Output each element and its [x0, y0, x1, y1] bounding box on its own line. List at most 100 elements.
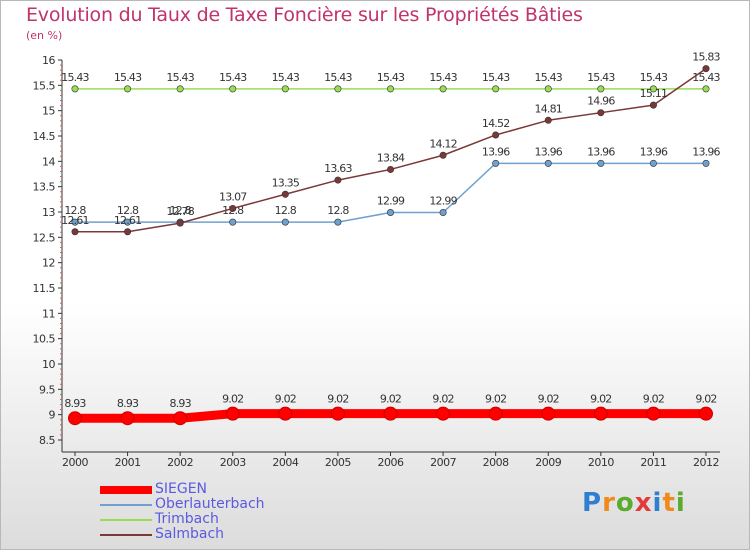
data-point	[386, 165, 394, 173]
data-label: 12.8	[64, 204, 86, 217]
data-label: 14.12	[429, 137, 457, 150]
data-label: 12.8	[327, 204, 349, 217]
legend: SIEGEN Oberlauterbach Trimbach Salmbach	[100, 481, 340, 542]
legend-item: Trimbach	[100, 511, 340, 527]
data-label: 13.96	[535, 145, 563, 158]
data-point	[229, 218, 237, 226]
y-tick-label: 14.5	[33, 130, 56, 143]
data-point	[281, 218, 289, 226]
legend-label: SIEGEN	[155, 481, 208, 497]
logo-letter: P	[582, 488, 603, 518]
data-label: 9.02	[538, 393, 559, 406]
proxiti-logo: Proxiti	[582, 488, 686, 518]
data-point	[544, 116, 552, 124]
y-tick-label: 14	[42, 155, 55, 168]
data-label: 8.93	[170, 397, 192, 410]
data-point	[649, 159, 657, 167]
data-point	[597, 109, 605, 117]
y-tick-label: 10.5	[33, 333, 56, 346]
data-point	[383, 406, 398, 421]
x-tick-label: 2005	[325, 456, 351, 469]
y-tick-label: 15	[42, 105, 55, 118]
data-point	[439, 85, 447, 93]
x-tick-label: 2006	[378, 456, 404, 469]
data-label: 15.43	[114, 71, 142, 84]
legend-swatch	[100, 519, 152, 521]
x-tick-label: 2003	[220, 456, 246, 469]
data-point	[597, 159, 605, 167]
data-label: 9.02	[485, 393, 506, 406]
series-siegen: 8.93 8.93 8.93 9.02 9.02 9.02 9.02 9.02 9.02 9.02…	[64, 393, 717, 426]
data-label: 13.63	[324, 162, 352, 175]
data-point	[544, 85, 552, 93]
y-tick-label: 9.5	[39, 383, 55, 396]
data-label: 9.02	[643, 393, 664, 406]
data-label: 15.43	[482, 71, 510, 84]
data-point	[439, 151, 447, 159]
y-tick-label: 11	[42, 307, 55, 320]
y-tick-label: 13.5	[33, 181, 56, 194]
data-point	[334, 85, 342, 93]
data-point	[386, 85, 394, 93]
data-point	[330, 406, 345, 421]
data-label: 12.8	[275, 204, 297, 217]
data-label: 12.8	[170, 204, 192, 217]
x-tick-label: 2001	[115, 456, 141, 469]
data-label: 15.83	[692, 51, 720, 64]
x-tick-label: 2004	[272, 456, 298, 469]
logo-letter: i	[652, 488, 663, 518]
data-point	[541, 406, 556, 421]
y-tick-label: 9	[49, 409, 56, 422]
legend-swatch	[100, 534, 152, 536]
data-label: 12.61	[61, 214, 89, 227]
data-point	[68, 411, 82, 426]
legend-item: SIEGEN	[100, 481, 340, 497]
data-label: 15.43	[219, 71, 247, 84]
data-point	[173, 411, 188, 426]
data-point	[593, 406, 608, 421]
data-point	[281, 190, 289, 198]
data-point	[649, 85, 657, 93]
data-label: 9.02	[695, 393, 716, 406]
data-point	[702, 65, 710, 73]
y-tick-label: 11.5	[33, 282, 56, 295]
data-point	[225, 406, 240, 421]
data-point	[492, 131, 500, 139]
data-point	[120, 411, 135, 426]
x-tick-label: 2012	[693, 456, 719, 469]
data-point	[436, 406, 451, 421]
data-point	[71, 228, 79, 236]
data-point	[71, 218, 79, 226]
data-label: 13.96	[587, 145, 615, 158]
data-label: 13.35	[272, 176, 300, 189]
data-label: 15.43	[535, 71, 563, 84]
y-tick-label: 13	[42, 206, 55, 219]
legend-swatch	[100, 504, 152, 506]
data-label: 15.43	[692, 71, 720, 84]
data-label: 13.84	[377, 151, 405, 164]
y-tick-label: 10	[42, 358, 55, 371]
data-label: 15.43	[587, 71, 615, 84]
data-label: 12.8	[117, 204, 139, 217]
data-point	[699, 406, 713, 421]
data-point	[229, 85, 237, 93]
data-label: 9.02	[275, 393, 296, 406]
data-point	[334, 176, 342, 184]
data-point	[702, 85, 710, 93]
y-tick-label: 12.5	[33, 231, 56, 244]
data-point	[646, 406, 661, 421]
data-label: 15.43	[166, 71, 194, 84]
data-label: 15.43	[377, 71, 405, 84]
chart-title: Evolution du Taux de Taxe Foncière sur l…	[26, 4, 583, 26]
logo-letter: o	[615, 488, 635, 518]
data-label: 12.78	[166, 205, 194, 218]
data-label: 9.02	[327, 393, 348, 406]
series-salmbach: 12.61 12.61 12.78 13.07 13.35 13.63 13.84 14.12…	[61, 51, 721, 236]
x-tick-label: 2010	[588, 456, 614, 469]
data-label: 9.02	[590, 393, 611, 406]
data-label: 9.02	[222, 393, 243, 406]
data-label: 15.11	[640, 87, 668, 100]
legend-label: Oberlauterbach	[155, 496, 265, 512]
